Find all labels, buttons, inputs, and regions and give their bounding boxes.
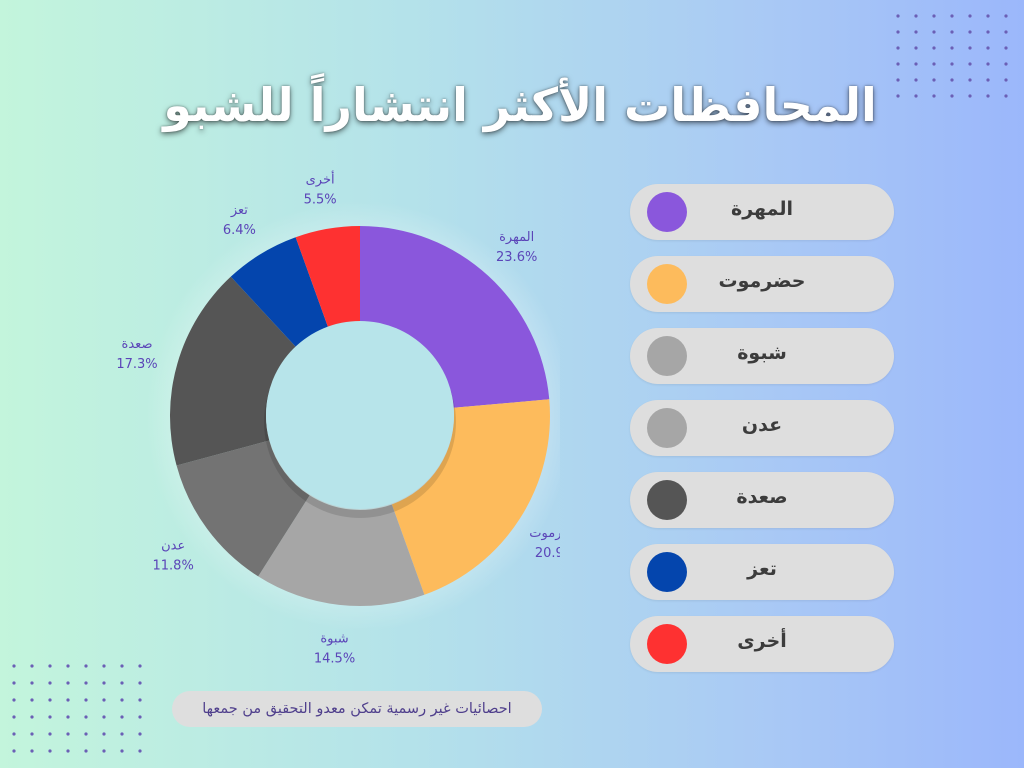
slice-name-label: المهرة: [499, 230, 534, 245]
slice-value-label: 6.4%: [223, 223, 256, 238]
donut-slice: [176, 440, 310, 577]
legend-label: شبوة: [737, 342, 787, 364]
legend-label: حضرموت: [718, 270, 806, 292]
donut-hole: [266, 321, 454, 509]
slice-value-label: 17.3%: [116, 357, 157, 372]
legend-swatch: [647, 408, 687, 448]
slice-name-label: صعدة: [122, 337, 153, 352]
donut-slice: [295, 226, 360, 328]
donut-slice: [360, 226, 550, 408]
legend-swatch: [647, 192, 687, 232]
legend-item: عدن: [630, 400, 894, 456]
donut-chart: المهرة 23.6% حضرموت 20.9% شبوة 14.5% عدن 11.8% ص…: [60, 160, 581, 680]
slice-value-label: 23.6%: [496, 250, 537, 265]
legend-item: حضرموت: [630, 256, 894, 312]
legend-label: أخرى: [737, 630, 787, 652]
legend-label: عدن: [741, 414, 783, 436]
donut-chart-svg: المهرة 23.6% حضرموت 20.9% شبوة 14.5% عدن 11.8% ص…: [116, 170, 581, 667]
slice-name-label: حضرموت: [529, 526, 560, 541]
footnote: احصائيات غير رسمية تمكن معدو التحقيق من …: [172, 691, 542, 727]
legend-item: المهرة: [630, 184, 894, 240]
slice-value-label: 5.5%: [304, 192, 337, 207]
legend-swatch: [647, 552, 687, 592]
donut-slice: [169, 276, 297, 466]
donut-slice: [258, 495, 425, 606]
legend-swatch: [647, 336, 687, 376]
slice-name-label: أخرى: [306, 170, 335, 187]
slice-name-label: شبوة: [320, 632, 348, 647]
legend-swatch: [647, 480, 687, 520]
legend-label: صعدة: [736, 486, 788, 508]
legend-swatch: [647, 264, 687, 304]
legend-label: المهرة: [731, 198, 793, 220]
slice-name-label: عدن: [161, 539, 185, 554]
slice-value-label: 14.5%: [314, 652, 355, 667]
slice-value-label: 20.9%: [535, 546, 560, 561]
legend-swatch: [647, 624, 687, 664]
dot-grid-bottom-left: [12, 664, 142, 753]
legend-item: صعدة: [630, 472, 894, 528]
chart-legend: المهرة حضرموت شبوة عدن صعدة تعز أخرى: [630, 184, 896, 688]
legend-item: أخرى: [630, 616, 894, 672]
legend-item: تعز: [630, 544, 894, 600]
slice-value-label: 11.8%: [153, 559, 194, 574]
slice-name-label: تعز: [230, 203, 248, 218]
donut-slice: [391, 399, 550, 595]
legend-label: تعز: [747, 558, 777, 580]
page-title: المحافظات الأكثر انتشاراً للشبو: [163, 78, 877, 132]
dot-grid-top-right: [896, 14, 1008, 98]
donut-slice: [230, 237, 329, 348]
legend-item: شبوة: [630, 328, 894, 384]
